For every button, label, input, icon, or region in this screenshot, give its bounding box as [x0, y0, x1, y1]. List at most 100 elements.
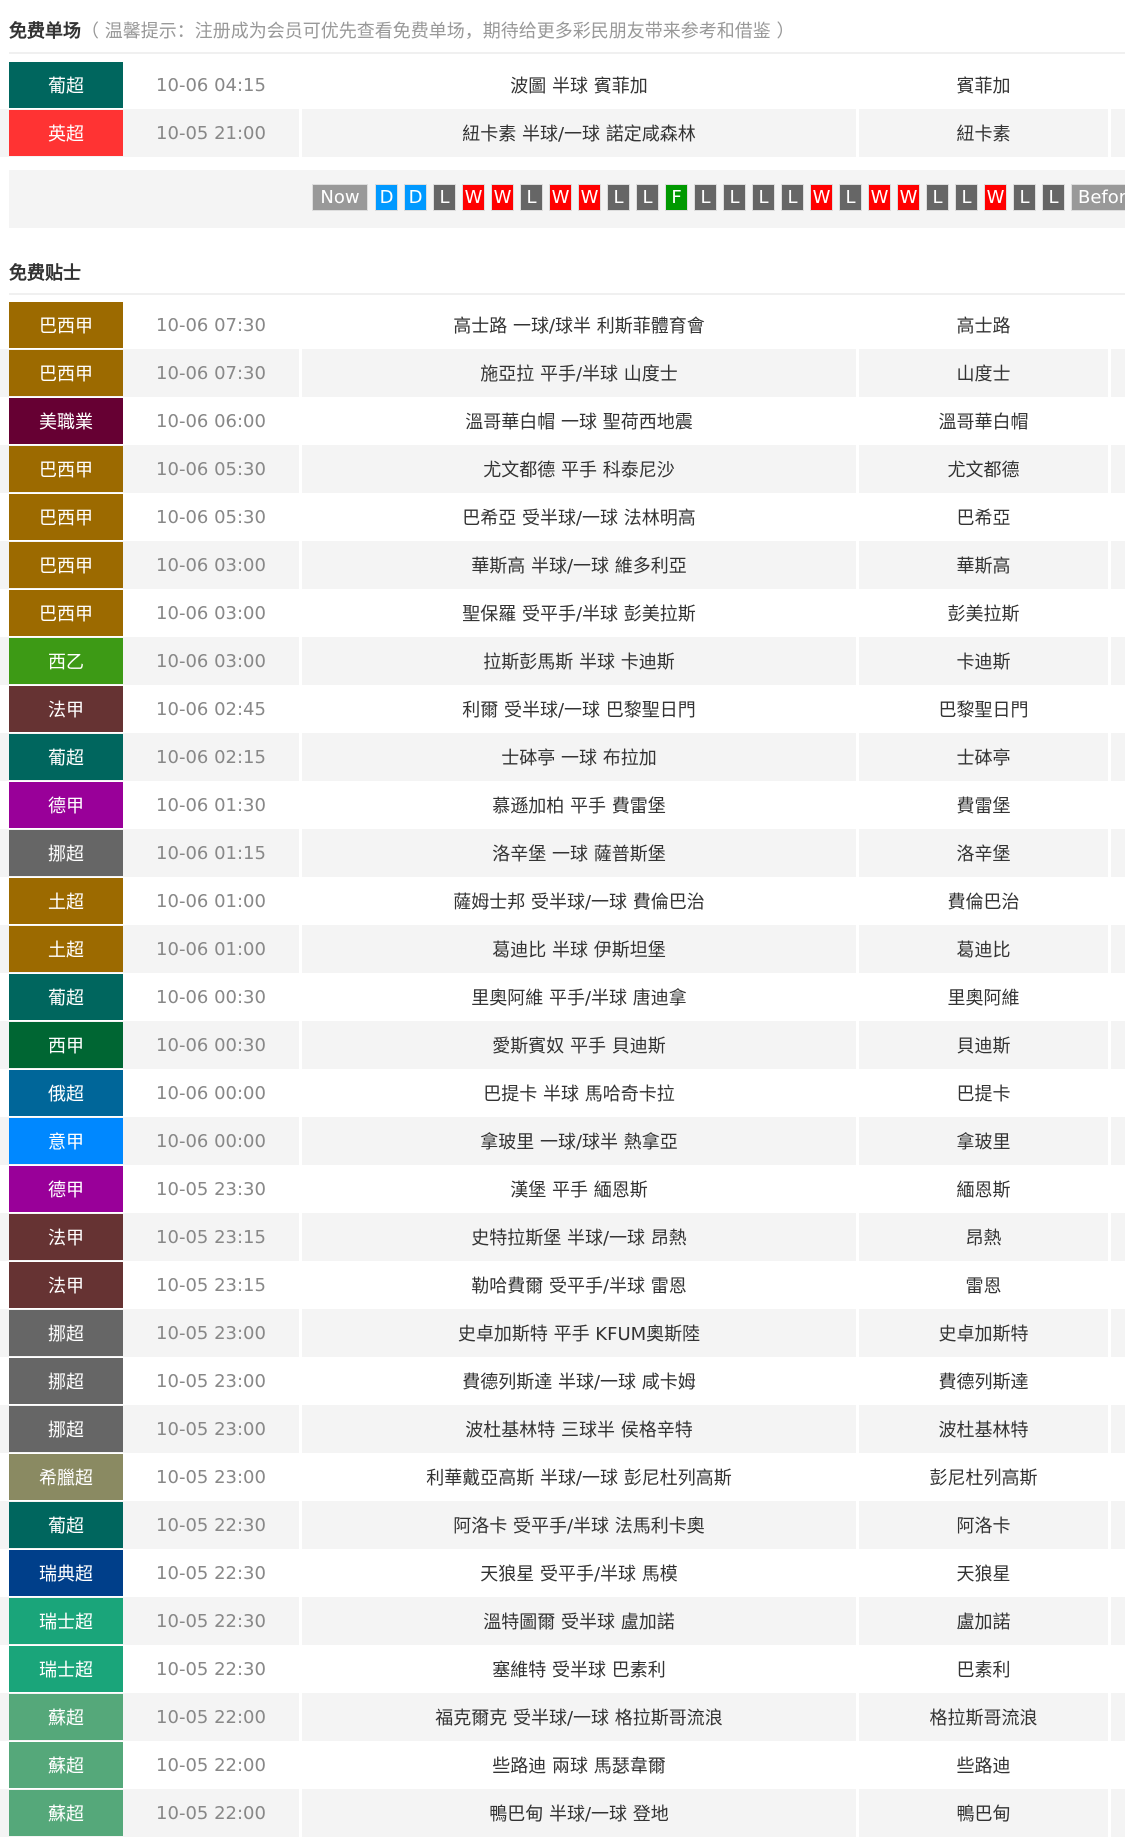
pick-team: 天狼星 — [956, 1564, 1011, 1585]
match-handicap[interactable]: 葛迪比 半球 伊斯坦堡 — [492, 940, 666, 961]
table-row[interactable]: 蘇超 10-05 22:00 鴨巴甸 半球/一球 登地 鴨巴甸 — [0, 1789, 1125, 1837]
match-handicap[interactable]: 愛斯賓奴 平手 貝迪斯 — [492, 1036, 666, 1057]
match-time: 10-05 23:00 — [156, 1322, 266, 1344]
match-time: 10-06 04:15 — [156, 74, 266, 96]
table-row[interactable]: 西甲 10-06 00:30 愛斯賓奴 平手 貝迪斯 貝迪斯 — [0, 1021, 1125, 1069]
match-handicap[interactable]: 華斯高 半球/一球 維多利亞 — [471, 556, 687, 577]
extra-cell — [1111, 1549, 1125, 1597]
table-row[interactable]: 法甲 10-05 23:15 史特拉斯堡 半球/一球 昂熱 昂熱 — [0, 1213, 1125, 1261]
match-handicap[interactable]: 洛辛堡 一球 薩普斯堡 — [492, 844, 666, 865]
streak-result-l: L — [607, 184, 630, 211]
extra-cell — [1111, 1021, 1125, 1069]
match-handicap[interactable]: 士砵亭 一球 布拉加 — [501, 748, 657, 769]
match-handicap[interactable]: 些路迪 兩球 馬瑟韋爾 — [492, 1756, 666, 1777]
streak-result-l: L — [1042, 184, 1065, 211]
table-row[interactable]: 巴西甲 10-06 07:30 高士路 一球/球半 利斯菲體育會 高士路 — [0, 301, 1125, 349]
free-single-hint: （ 温馨提示：注册成为会员可优先查看免费单场，期待给更多彩民朋友带来参考和借鉴 … — [81, 21, 795, 42]
table-row[interactable]: 挪超 10-05 23:00 波杜基林特 三球半 侯格辛特 波杜基林特 — [0, 1405, 1125, 1453]
table-row[interactable]: 蘇超 10-05 22:00 福克爾克 受半球/一球 格拉斯哥流浪 格拉斯哥流浪 — [0, 1693, 1125, 1741]
cell-separator — [856, 541, 859, 589]
pick-team: 洛辛堡 — [956, 844, 1011, 865]
match-handicap[interactable]: 拉斯彭馬斯 半球 卡迪斯 — [483, 652, 675, 673]
cell-separator — [856, 733, 859, 781]
table-row[interactable]: 土超 10-06 01:00 薩姆士邦 受半球/一球 費倫巴治 費倫巴治 — [0, 877, 1125, 925]
match-time: 10-06 01:15 — [156, 842, 266, 864]
pick-team: 波杜基林特 — [938, 1420, 1029, 1441]
match-handicap[interactable]: 利華戴亞高斯 半球/一球 彭尼杜列高斯 — [426, 1468, 732, 1489]
streak-result-l: L — [955, 184, 978, 211]
table-row[interactable]: 葡超 10-06 02:15 士砵亭 一球 布拉加 士砵亭 — [0, 733, 1125, 781]
match-handicap[interactable]: 波杜基林特 三球半 侯格辛特 — [465, 1420, 693, 1441]
match-handicap[interactable]: 高士路 一球/球半 利斯菲體育會 — [453, 316, 705, 337]
table-row[interactable]: 法甲 10-06 02:45 利爾 受半球/一球 巴黎聖日門 巴黎聖日門 — [0, 685, 1125, 733]
table-row[interactable]: 西乙 10-06 03:00 拉斯彭馬斯 半球 卡迪斯 卡迪斯 — [0, 637, 1125, 685]
table-row[interactable]: 葡超 10-06 04:15 波圖 半球 賓菲加 賓菲加 — [0, 61, 1125, 109]
match-handicap[interactable]: 漢堡 平手 緬恩斯 — [510, 1180, 648, 1201]
match-handicap[interactable]: 紐卡素 半球/一球 諾定咸森林 — [462, 124, 696, 145]
table-row[interactable]: 意甲 10-06 00:00 拿玻里 一球/球半 熱拿亞 拿玻里 — [0, 1117, 1125, 1165]
match-handicap[interactable]: 薩姆士邦 受半球/一球 費倫巴治 — [453, 892, 705, 913]
match-handicap[interactable]: 尤文都德 平手 科泰尼沙 — [483, 460, 675, 481]
match-handicap[interactable]: 鴨巴甸 半球/一球 登地 — [489, 1804, 669, 1825]
match-handicap[interactable]: 史卓加斯特 平手 KFUM奧斯陸 — [457, 1324, 701, 1345]
streak-result-w: W — [491, 184, 514, 211]
match-handicap[interactable]: 費德列斯達 半球/一球 咸卡姆 — [462, 1372, 696, 1393]
match-time: 10-06 05:30 — [156, 458, 266, 480]
table-row[interactable]: 希臘超 10-05 23:00 利華戴亞高斯 半球/一球 彭尼杜列高斯 彭尼杜列高斯 — [0, 1453, 1125, 1501]
match-handicap[interactable]: 聖保羅 受平手/半球 彭美拉斯 — [462, 604, 696, 625]
match-handicap[interactable]: 塞維特 受半球 巴素利 — [492, 1660, 666, 1681]
table-row[interactable]: 巴西甲 10-06 05:30 巴希亞 受半球/一球 法林明高 巴希亞 — [0, 493, 1125, 541]
table-row[interactable]: 德甲 10-05 23:30 漢堡 平手 緬恩斯 緬恩斯 — [0, 1165, 1125, 1213]
table-row[interactable]: 土超 10-06 01:00 葛迪比 半球 伊斯坦堡 葛迪比 — [0, 925, 1125, 973]
match-handicap[interactable]: 拿玻里 一球/球半 熱拿亞 — [480, 1132, 678, 1153]
league-badge: 挪超 — [9, 830, 123, 876]
table-row[interactable]: 蘇超 10-05 22:00 些路迪 兩球 馬瑟韋爾 些路迪 — [0, 1741, 1125, 1789]
extra-cell — [1111, 685, 1125, 733]
match-handicap[interactable]: 慕遜加柏 平手 費雷堡 — [492, 796, 666, 817]
cell-separator — [1108, 1789, 1111, 1837]
extra-cell — [1111, 1453, 1125, 1501]
table-row[interactable]: 巴西甲 10-06 07:30 施亞拉 平手/半球 山度士 山度士 — [0, 349, 1125, 397]
extra-cell — [1111, 1597, 1125, 1645]
table-row[interactable]: 挪超 10-05 23:00 費德列斯達 半球/一球 咸卡姆 費德列斯達 — [0, 1357, 1125, 1405]
table-row[interactable]: 德甲 10-06 01:30 慕遜加柏 平手 費雷堡 費雷堡 — [0, 781, 1125, 829]
cell-separator — [1108, 637, 1111, 685]
table-row[interactable]: 瑞典超 10-05 22:30 天狼星 受平手/半球 馬模 天狼星 — [0, 1549, 1125, 1597]
match-handicap[interactable]: 巴希亞 受半球/一球 法林明高 — [462, 508, 696, 529]
league-badge: 瑞典超 — [9, 1550, 123, 1596]
table-row[interactable]: 挪超 10-06 01:15 洛辛堡 一球 薩普斯堡 洛辛堡 — [0, 829, 1125, 877]
match-handicap[interactable]: 溫特圖爾 受半球 盧加諾 — [483, 1612, 675, 1633]
table-row[interactable]: 巴西甲 10-06 03:00 華斯高 半球/一球 維多利亞 華斯高 — [0, 541, 1125, 589]
pick-team: 費倫巴治 — [947, 892, 1020, 913]
match-time: 10-05 23:15 — [156, 1226, 266, 1248]
match-handicap[interactable]: 里奧阿維 平手/半球 唐迪拿 — [471, 988, 687, 1009]
pick-team: 溫哥華白帽 — [938, 412, 1029, 433]
pick-team: 巴提卡 — [956, 1084, 1011, 1105]
table-row[interactable]: 巴西甲 10-06 03:00 聖保羅 受平手/半球 彭美拉斯 彭美拉斯 — [0, 589, 1125, 637]
match-handicap[interactable]: 勒哈費爾 受平手/半球 雷恩 — [471, 1276, 687, 1297]
table-row[interactable]: 葡超 10-05 22:30 阿洛卡 受平手/半球 法馬利卡奧 阿洛卡 — [0, 1501, 1125, 1549]
match-handicap[interactable]: 天狼星 受平手/半球 馬模 — [480, 1564, 678, 1585]
cell-separator — [856, 1117, 859, 1165]
match-handicap[interactable]: 利爾 受半球/一球 巴黎聖日門 — [462, 700, 696, 721]
table-row[interactable]: 法甲 10-05 23:15 勒哈費爾 受平手/半球 雷恩 雷恩 — [0, 1261, 1125, 1309]
table-row[interactable]: 挪超 10-05 23:00 史卓加斯特 平手 KFUM奧斯陸 史卓加斯特 — [0, 1309, 1125, 1357]
table-row[interactable]: 美職業 10-06 06:00 溫哥華白帽 一球 聖荷西地震 溫哥華白帽 — [0, 397, 1125, 445]
cell-separator — [299, 1405, 302, 1453]
match-handicap[interactable]: 福克爾克 受半球/一球 格拉斯哥流浪 — [435, 1708, 723, 1729]
cell-separator — [856, 1309, 859, 1357]
match-handicap[interactable]: 巴提卡 半球 馬哈奇卡拉 — [483, 1084, 675, 1105]
table-row[interactable]: 瑞士超 10-05 22:30 塞維特 受半球 巴素利 巴素利 — [0, 1645, 1125, 1693]
match-handicap[interactable]: 施亞拉 平手/半球 山度士 — [480, 364, 678, 385]
match-handicap[interactable]: 波圖 半球 賓菲加 — [510, 76, 648, 97]
table-row[interactable]: 英超 10-05 21:00 紐卡素 半球/一球 諾定咸森林 紐卡素 — [0, 109, 1125, 157]
match-handicap[interactable]: 阿洛卡 受平手/半球 法馬利卡奧 — [453, 1516, 705, 1537]
extra-cell — [1111, 61, 1125, 109]
match-handicap[interactable]: 史特拉斯堡 半球/一球 昂熱 — [471, 1228, 687, 1249]
match-handicap[interactable]: 溫哥華白帽 一球 聖荷西地震 — [465, 412, 693, 433]
extra-cell — [1111, 877, 1125, 925]
table-row[interactable]: 巴西甲 10-06 05:30 尤文都德 平手 科泰尼沙 尤文都德 — [0, 445, 1125, 493]
table-row[interactable]: 葡超 10-06 00:30 里奧阿維 平手/半球 唐迪拿 里奧阿維 — [0, 973, 1125, 1021]
table-row[interactable]: 瑞士超 10-05 22:30 溫特圖爾 受半球 盧加諾 盧加諾 — [0, 1597, 1125, 1645]
table-row[interactable]: 俄超 10-06 00:00 巴提卡 半球 馬哈奇卡拉 巴提卡 — [0, 1069, 1125, 1117]
